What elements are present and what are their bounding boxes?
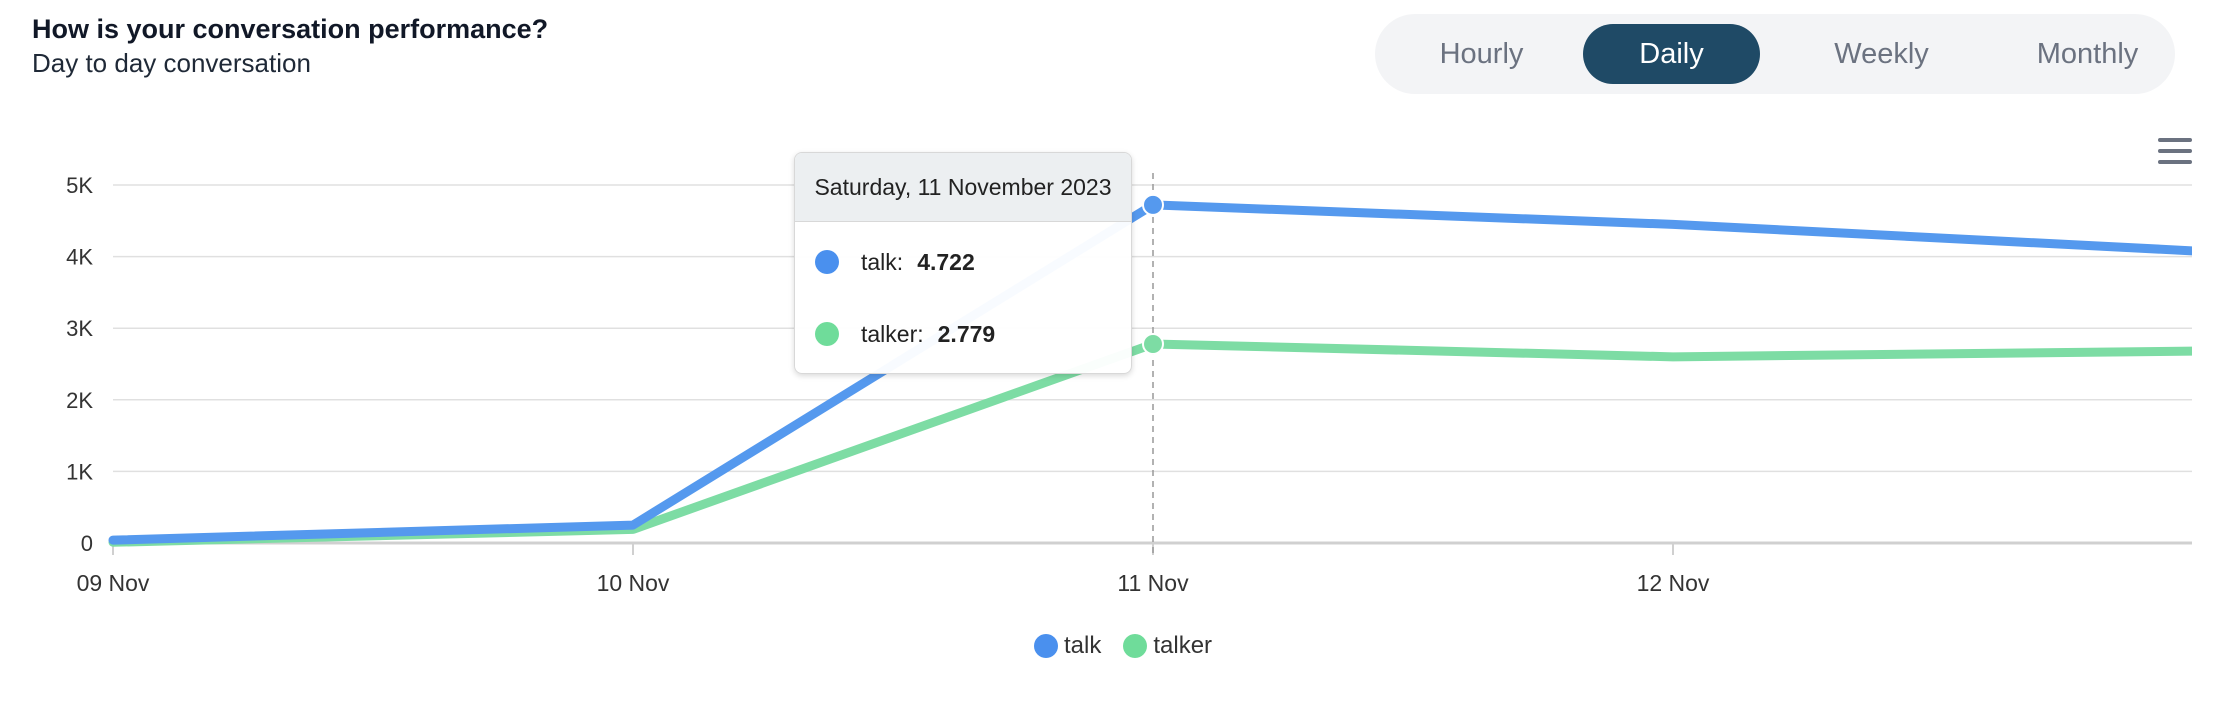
legend-talker-dot-icon [1123, 634, 1148, 658]
point-talk-2 [1142, 193, 1164, 216]
y-tick-label: 3K [66, 316, 93, 341]
x-tick-label: 09 Nov [77, 570, 150, 596]
legend-item-talker[interactable]: talker [1123, 632, 1212, 660]
legend-talk-dot-icon [1034, 634, 1058, 658]
tooltip-value-talker: 2.779 [937, 320, 996, 347]
period-hourly-button[interactable]: Hourly [1393, 24, 1570, 84]
point-talker-2 [1142, 333, 1164, 356]
tooltip-label-talk: talk: [861, 248, 904, 275]
y-tick-label: 5K [66, 173, 93, 198]
talker-dot-icon [815, 322, 839, 346]
chart-legend: talk talker [1034, 628, 1234, 664]
page-title: How is your conversation performance? [32, 14, 549, 44]
tooltip-row-talker: talker: 2.779 [815, 314, 995, 354]
period-switch: Hourly Daily Weekly Monthly [1375, 14, 2175, 94]
tooltip-title: Saturday, 11 November 2023 [795, 153, 1131, 222]
hamburger-menu-icon[interactable] [2158, 138, 2192, 164]
legend-label-talk: talk [1064, 632, 1102, 659]
page-subtitle: Day to day conversation [32, 48, 311, 78]
period-monthly-button[interactable]: Monthly [1999, 24, 2176, 84]
tooltip-label-talker: talker: [861, 320, 924, 347]
y-tick-label: 1K [66, 459, 93, 484]
x-tick-label: 11 Nov [1117, 570, 1189, 596]
period-daily-button[interactable]: Daily [1583, 24, 1760, 84]
x-tick-label: 12 Nov [1637, 570, 1710, 596]
y-tick-label: 0 [81, 531, 93, 556]
y-tick-label: 2K [66, 388, 93, 413]
y-tick-label: 4K [66, 245, 93, 270]
tooltip-value-talk: 4.722 [917, 248, 975, 275]
legend-item-talk[interactable]: talk [1034, 632, 1101, 660]
tooltip-row-talk: talk: 4.722 [815, 242, 975, 282]
chart-tooltip: Saturday, 11 November 2023 talk: 4.722 t… [794, 152, 1132, 374]
talk-dot-icon [815, 250, 839, 274]
period-weekly-button[interactable]: Weekly [1793, 24, 1970, 84]
legend-label-talker: talker [1153, 632, 1213, 659]
x-tick-label: 10 Nov [597, 570, 670, 596]
